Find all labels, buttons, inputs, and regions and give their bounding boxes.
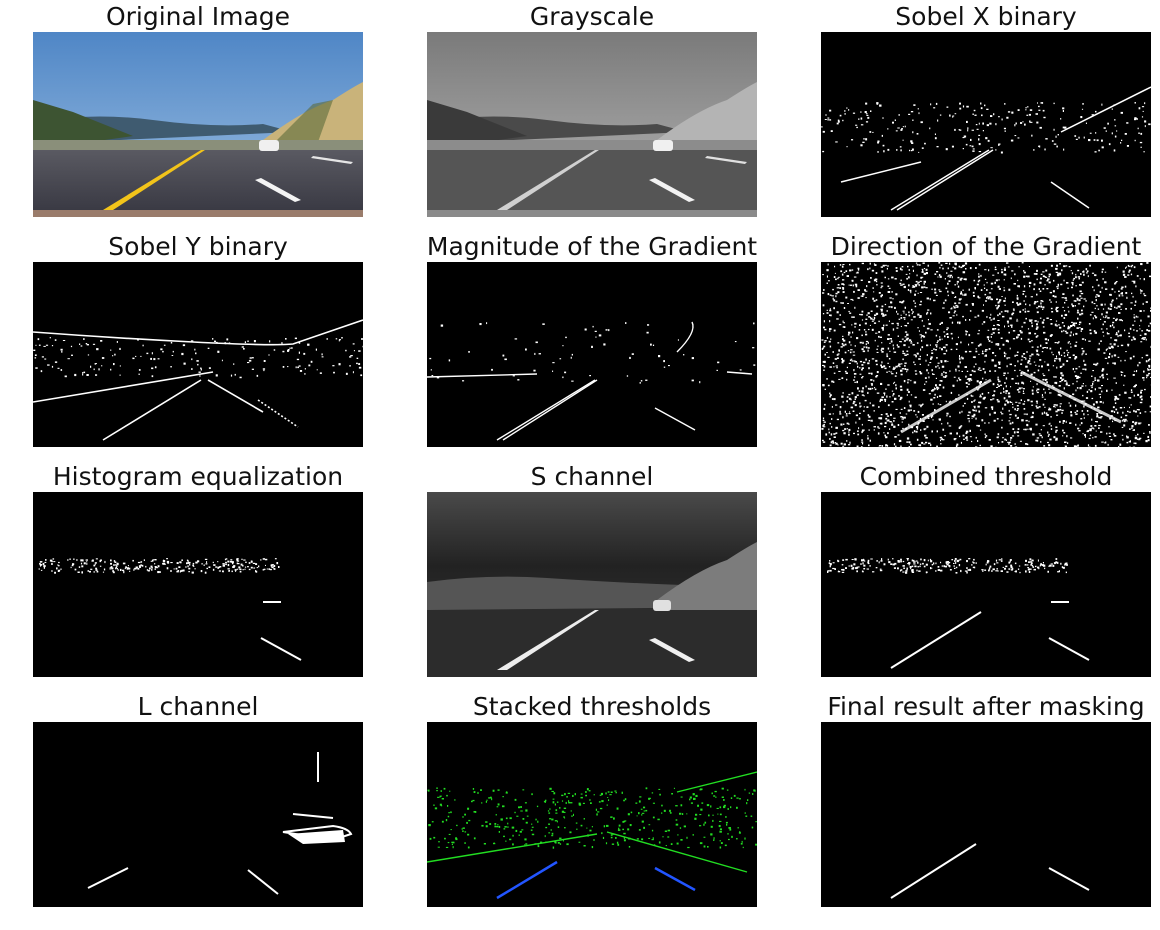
panel-title: Grayscale [529,2,655,31]
panel-title: Sobel Y binary [108,232,288,261]
stacked-thresholds-image [427,722,757,907]
direction-gradient-image [821,262,1151,447]
s-channel-image [427,492,757,677]
panel-title: Magnitude of the Gradient [426,232,758,261]
magnitude-gradient-image [427,262,757,447]
panel-title: S channel [530,462,654,491]
l-channel-image [33,722,363,907]
histogram-equalization-image [33,492,363,677]
final-result-image [821,722,1151,907]
sobel-x-binary-image [821,32,1151,217]
panel-title: L channel [137,692,259,721]
panel-title: Final result after masking [827,692,1145,721]
panel-title: Stacked thresholds [472,692,712,721]
panel-title: Direction of the Gradient [830,232,1142,261]
grayscale-image [427,32,757,217]
sobel-y-binary-image [33,262,363,447]
panel-title: Combined threshold [859,462,1113,491]
panel-title: Histogram equalization [52,462,344,491]
combined-threshold-image [821,492,1151,677]
panel-title: Original Image [105,2,291,31]
original-image [33,32,363,217]
panel-title: Sobel X binary [895,2,1077,31]
